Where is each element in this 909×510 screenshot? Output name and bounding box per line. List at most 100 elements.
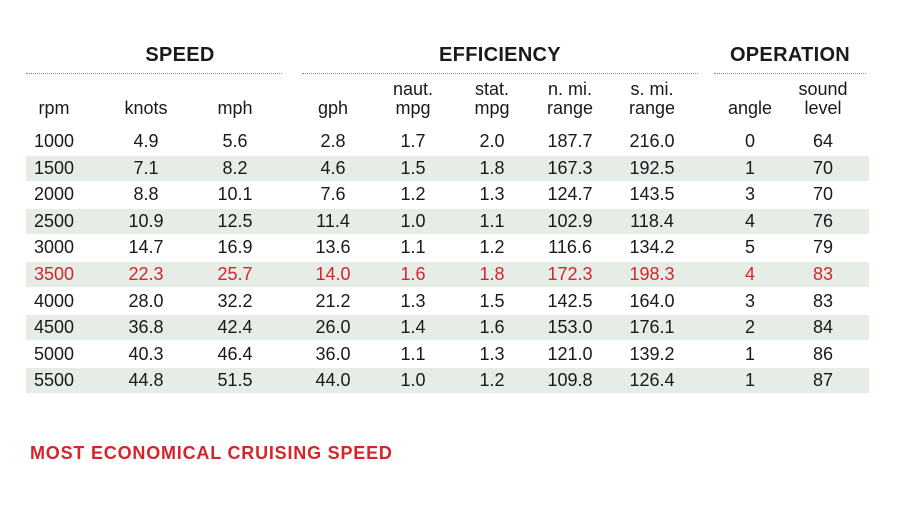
cell-stat-mpg: 1.3 <box>479 184 505 205</box>
cell-stat-mpg: 1.2 <box>479 370 505 391</box>
cell-naut-mpg: 1.3 <box>400 290 426 311</box>
speed-rule <box>26 73 282 74</box>
cell-angle: 5 <box>744 237 755 258</box>
column-header-n-mi-range: n. mi. range <box>525 80 615 118</box>
cell-naut-mpg: 1.4 <box>400 317 426 338</box>
cell-s-mi-range: 118.4 <box>630 210 674 231</box>
cell-sound-level: 70 <box>812 157 834 178</box>
cell-sound-level: 79 <box>812 237 834 258</box>
table-row: 2000 8.8 10.1 7.6 1.2 1.3 124.7 143.5 3 70 <box>26 182 869 207</box>
cell-angle: 1 <box>744 370 755 391</box>
cell-stat-mpg: 1.2 <box>479 237 505 258</box>
cell-rpm: 2500 <box>33 210 75 231</box>
table-row: 3000 14.7 16.9 13.6 1.1 1.2 116.6 134.2 5 79 <box>26 235 869 260</box>
cell-angle: 4 <box>744 264 755 284</box>
column-header-stat-mpg: stat. mpg <box>447 80 537 118</box>
efficiency-rule <box>302 73 698 74</box>
column-header-knots: knots <box>101 99 191 118</box>
column-header-line: angle <box>727 98 773 118</box>
cell-naut-mpg: 1.2 <box>400 184 426 205</box>
cell-gph: 2.8 <box>320 131 346 151</box>
cell-sound-level: 64 <box>812 131 834 151</box>
column-header-line: range <box>546 98 594 118</box>
operation-rule <box>714 73 866 74</box>
cell-mph: 8.2 <box>222 157 248 178</box>
cell-angle: 2 <box>744 317 755 338</box>
cell-mph: 32.2 <box>217 290 253 311</box>
cell-n-mi-range: 167.3 <box>547 157 593 178</box>
cell-stat-mpg: 1.8 <box>479 157 505 178</box>
column-header-line: stat. <box>474 79 509 99</box>
column-header-line: naut. <box>392 79 434 99</box>
column-header-line: mpg <box>474 98 510 118</box>
cell-s-mi-range: 134.2 <box>629 237 675 258</box>
cell-rpm: 1000 <box>33 131 75 151</box>
column-header-line: s. mi. <box>630 79 674 99</box>
cell-knots: 36.8 <box>128 317 164 338</box>
cell-mph: 42.4 <box>217 317 253 338</box>
table-row: 4000 28.0 32.2 21.2 1.3 1.5 142.5 164.0 3 83 <box>26 289 869 314</box>
cell-rpm: 3000 <box>33 237 75 258</box>
table-row: 1000 4.9 5.6 2.8 1.7 2.0 187.7 216.0 0 64 <box>26 129 869 154</box>
column-header-line: mph <box>217 98 253 118</box>
cell-mph: 51.5 <box>217 370 253 391</box>
cell-n-mi-range: 124.7 <box>547 184 593 205</box>
cell-naut-mpg: 1.1 <box>400 343 426 364</box>
cell-mph: 46.4 <box>217 343 253 364</box>
group-title-operation: OPERATION <box>729 44 851 66</box>
column-header-line: n. mi. <box>547 79 592 99</box>
cell-s-mi-range: 126.4 <box>629 370 675 391</box>
cell-s-mi-range: 176.1 <box>629 317 675 338</box>
column-header-line: mpg <box>395 98 431 118</box>
cell-naut-mpg: 1.6 <box>400 264 426 284</box>
cell-sound-level: 83 <box>812 264 834 284</box>
cell-naut-mpg: 1.7 <box>400 131 426 151</box>
table-row: 3500 22.3 25.7 14.0 1.6 1.8 172.3 198.3 4 83 <box>26 262 869 287</box>
cell-sound-level: 86 <box>812 343 834 364</box>
cell-sound-level: 76 <box>812 210 834 231</box>
cell-s-mi-range: 192.5 <box>629 157 675 178</box>
cell-rpm: 3500 <box>33 264 75 284</box>
cell-s-mi-range: 139.2 <box>629 343 675 364</box>
cell-stat-mpg: 1.8 <box>479 264 505 284</box>
cell-s-mi-range: 143.5 <box>629 184 675 205</box>
cell-knots: 8.8 <box>133 184 159 205</box>
column-header-line: range <box>628 98 676 118</box>
cell-naut-mpg: 1.1 <box>400 237 426 258</box>
cell-rpm: 4000 <box>33 290 75 311</box>
cell-n-mi-range: 142.5 <box>547 290 593 311</box>
column-header-angle: angle <box>705 99 795 118</box>
cell-rpm: 4500 <box>33 317 75 338</box>
cell-knots: 28.0 <box>128 290 164 311</box>
column-header-line: rpm <box>38 98 70 118</box>
cell-rpm: 5000 <box>33 343 75 364</box>
cell-n-mi-range: 187.7 <box>547 131 593 151</box>
table-row: 4500 36.8 42.4 26.0 1.4 1.6 153.0 176.1 2 84 <box>26 315 869 341</box>
cell-rpm: 2000 <box>33 184 75 205</box>
cell-angle: 4 <box>744 210 755 231</box>
cell-gph: 26.0 <box>315 317 351 338</box>
cell-gph: 7.6 <box>320 184 346 205</box>
cell-s-mi-range: 198.3 <box>629 264 675 284</box>
cell-mph: 16.9 <box>217 237 253 258</box>
cell-angle: 3 <box>744 290 755 311</box>
cell-n-mi-range: 109.8 <box>547 370 593 391</box>
cell-knots: 7.1 <box>133 157 159 178</box>
footnote: MOST ECONOMICAL CRUISING SPEED <box>30 443 393 463</box>
cell-gph: 36.0 <box>315 343 351 364</box>
cell-s-mi-range: 164.0 <box>629 290 675 311</box>
cell-n-mi-range: 121.0 <box>547 343 593 364</box>
cell-mph: 10.1 <box>217 184 253 205</box>
table-row: 5500 44.8 51.5 44.0 1.0 1.2 109.8 126.4 1 87 <box>26 368 869 394</box>
cell-mph: 5.6 <box>222 131 248 151</box>
cell-knots: 40.3 <box>128 343 164 364</box>
group-title-efficiency: EFFICIENCY <box>439 44 561 66</box>
cell-rpm: 1500 <box>33 157 75 178</box>
cell-sound-level: 83 <box>812 290 834 311</box>
cell-gph: 13.6 <box>315 237 351 258</box>
table-row: 1500 7.1 8.2 4.6 1.5 1.8 167.3 192.5 1 70 <box>26 155 869 181</box>
cell-angle: 1 <box>744 157 755 178</box>
cell-naut-mpg: 1.0 <box>400 370 426 391</box>
cell-knots: 44.8 <box>128 370 164 391</box>
cell-mph: 25.7 <box>217 264 253 284</box>
